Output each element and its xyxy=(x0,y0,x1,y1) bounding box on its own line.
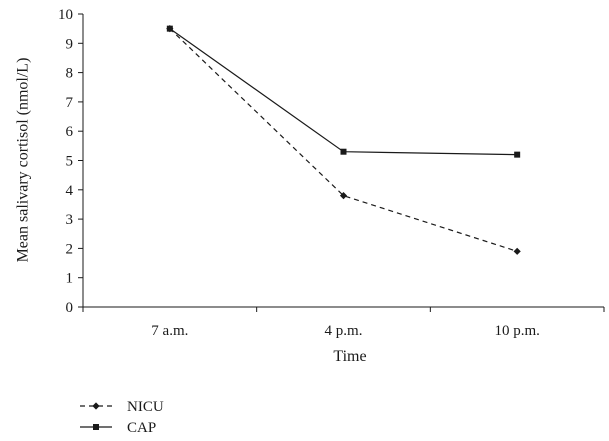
y-tick-label-7: 7 xyxy=(66,95,74,111)
series-line-nicu xyxy=(169,28,518,252)
y-tick-label-0: 0 xyxy=(66,300,74,316)
legend: NICU CAP xyxy=(80,399,164,436)
y-tick-label-6: 6 xyxy=(66,124,74,140)
series-nicu xyxy=(166,25,521,255)
series-line-cap xyxy=(169,28,518,156)
y-tick-label-9: 9 xyxy=(66,36,74,52)
y-tick-label-3: 3 xyxy=(66,212,74,228)
y-tick-label-10: 10 xyxy=(58,7,73,23)
y-axis-title-group: Mean salivary cortisol (nmol/L) xyxy=(15,58,32,263)
data-point-cap-7-a-m xyxy=(166,25,173,32)
data-point-nicu-4-p-m xyxy=(339,192,348,200)
y-tick-label-2: 2 xyxy=(66,241,74,257)
data-point-cap-10-p-m xyxy=(514,151,521,158)
y-axis-ticks: 0 1 2 3 4 5 6 7 8 9 10 xyxy=(58,7,83,316)
legend-item-nicu: NICU xyxy=(80,399,164,415)
legend-label-nicu: NICU xyxy=(127,399,164,415)
y-tick-label-8: 8 xyxy=(66,66,74,82)
legend-swatch-marker-cap xyxy=(93,424,99,430)
series-layer xyxy=(166,25,521,255)
y-tick-label-5: 5 xyxy=(66,154,74,170)
x-axis-title: Time xyxy=(333,348,366,365)
y-axis-title: Mean salivary cortisol (nmol/L) xyxy=(15,58,32,263)
x-tick-label-10-p-m: 10 p.m. xyxy=(494,323,539,339)
data-point-nicu-10-p-m xyxy=(513,247,521,255)
y-tick-label-1: 1 xyxy=(66,271,74,287)
x-axis-ticks: 7 a.m. 4 p.m. 10 p.m. xyxy=(82,307,605,339)
series-cap xyxy=(166,25,521,158)
x-tick-label-7-a-m: 7 a.m. xyxy=(151,323,188,339)
legend-item-cap: CAP xyxy=(80,420,156,436)
legend-swatch-marker-nicu xyxy=(92,402,100,410)
x-tick-label-4-p-m: 4 p.m. xyxy=(325,323,363,339)
data-point-cap-4-p-m xyxy=(340,148,347,155)
y-tick-label-4: 4 xyxy=(66,183,74,199)
legend-label-cap: CAP xyxy=(127,420,156,436)
